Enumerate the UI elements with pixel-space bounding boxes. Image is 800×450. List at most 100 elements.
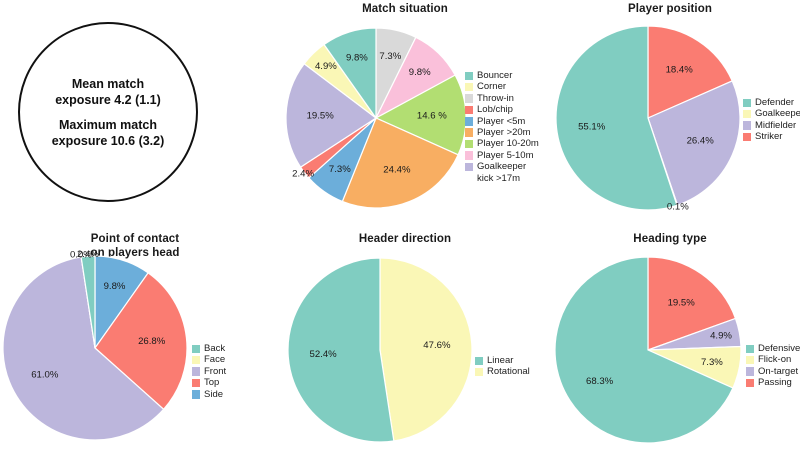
legend-item[interactable]: Rotational xyxy=(475,366,530,377)
legend-item[interactable]: Flick-on xyxy=(746,354,800,365)
slice-percent-label: 61.0% xyxy=(31,370,59,381)
legend-item[interactable]: Front xyxy=(192,366,226,377)
pie-svg-heading-type: 19.5% 4.9% 7.3% 68.3% xyxy=(554,256,742,444)
slice-percent-label: 0.0% xyxy=(70,250,92,261)
slice-percent-label: 68.3% xyxy=(586,376,614,387)
chart-title-point-of-contact: Point of contact on players head xyxy=(0,232,270,260)
legend-item[interactable]: Player 10-20m xyxy=(465,138,539,149)
slice-percent-label: 2.4% xyxy=(77,249,99,260)
legend-item-label: Player <5m xyxy=(477,115,526,127)
legend-item[interactable]: Defender xyxy=(743,97,800,108)
slice-percent-label: 19.5% xyxy=(307,111,335,122)
legend-color-swatch xyxy=(192,367,200,376)
legend-item[interactable]: Throw-in xyxy=(465,93,539,104)
legend-item[interactable]: Midfielder xyxy=(743,120,800,131)
legend-item[interactable]: Player 5-10m xyxy=(465,150,539,161)
legend-item-label: Player >20m xyxy=(477,126,531,138)
legend-item-label: Lob/chip xyxy=(477,104,513,116)
legend-item[interactable]: Striker xyxy=(743,131,800,142)
legend-heading-type: Defensive Flick-on On-target Passing xyxy=(746,343,800,389)
legend-item-label: Bouncer xyxy=(477,70,513,81)
legend-item-label: Front xyxy=(204,365,227,377)
mean-exposure-line2: exposure 4.2 (1.1) xyxy=(55,92,161,107)
legend-color-swatch xyxy=(465,94,473,103)
legend-color-swatch xyxy=(746,378,754,388)
slice-percent-label: 19.5% xyxy=(668,297,696,308)
max-exposure-line1: Maximum match xyxy=(59,117,157,132)
slice-percent-label: 4.9% xyxy=(710,330,732,341)
pie-slice[interactable] xyxy=(94,272,188,411)
legend-item[interactable]: Defensive xyxy=(746,343,800,354)
legend-item[interactable]: Linear xyxy=(475,355,530,366)
legend-item-label: Flick-on xyxy=(758,354,792,366)
legend-item-label: Player 5-10m xyxy=(477,149,534,161)
pie-slice[interactable] xyxy=(80,255,96,349)
legend-item-label: Midfielder xyxy=(755,119,797,131)
legend-item[interactable]: Corner xyxy=(465,81,539,92)
slice-percent-label: 26.4% xyxy=(687,136,715,147)
pie-slice[interactable] xyxy=(341,117,459,209)
legend-item[interactable]: Bouncer xyxy=(465,70,539,81)
legend-item[interactable]: Side xyxy=(192,389,226,400)
chart-title-player-position: Player position xyxy=(628,3,712,15)
pie-svg-point-of-contact: 9.8% 26.8% 61.0% 0.0%2.4% xyxy=(2,249,188,441)
pie-slice[interactable] xyxy=(554,256,734,444)
legend-item[interactable]: Passing xyxy=(746,377,800,388)
legend-item-label: Defender xyxy=(755,97,795,108)
slice-percent-label: 9.8% xyxy=(409,67,431,78)
chart-title-line-1: Point of contact xyxy=(90,233,180,245)
legend-color-swatch xyxy=(465,117,473,126)
slice-percent-label: 0.1% xyxy=(667,202,689,213)
legend-item-label: Linear xyxy=(487,355,514,366)
pie-panel-player-position: Player position 18.4% 26.4% 0.1% 55.1% Defend… xyxy=(540,0,800,222)
legend-item[interactable]: Player >20m xyxy=(465,127,539,138)
legend-color-swatch xyxy=(465,139,473,149)
slice-percent-label: 2.4% xyxy=(292,168,314,179)
pie-slice[interactable] xyxy=(374,74,467,156)
legend-color-swatch xyxy=(465,105,473,115)
pie-slice[interactable] xyxy=(285,62,378,169)
legend-color-swatch xyxy=(743,121,751,130)
legend-item[interactable]: On-target xyxy=(746,366,800,377)
pie-svg-match-situation: 7.3% 9.8% 14.6 % 24.4% 7.3% 2.4% 19.5% 4.9% 9.8% xyxy=(285,27,467,209)
legend-color-swatch xyxy=(192,378,200,388)
slice-percent-label: 9.8% xyxy=(346,53,368,64)
pie-slice[interactable] xyxy=(647,256,737,351)
pie-slice[interactable] xyxy=(379,257,473,442)
legend-item[interactable]: Face xyxy=(192,354,226,365)
legend-color-swatch xyxy=(743,98,751,107)
legend-point-of-contact: Back Face Front Top Side xyxy=(192,343,226,400)
legend-color-swatch xyxy=(465,82,473,92)
legend-color-swatch xyxy=(746,355,754,365)
chart-title-line-2: on players head xyxy=(90,247,180,259)
legend-item[interactable]: Back xyxy=(192,343,226,354)
pie-slice[interactable] xyxy=(647,25,733,119)
legend-player-position: Defender Goalkeeper Midfielder Striker xyxy=(743,97,800,143)
legend-item[interactable]: Player <5m xyxy=(465,116,539,127)
pie-panel-header-direction: Header direction 47.6% 52.4% Linear Rotation… xyxy=(270,228,540,450)
pie-svg-player-position: 18.4% 26.4% 0.1% 55.1% xyxy=(555,25,741,213)
slice-percent-label: 26.8% xyxy=(138,336,166,347)
pie-slice[interactable] xyxy=(2,256,165,441)
legend-color-swatch xyxy=(465,151,473,160)
legend-item[interactable]: Goalkeeper xyxy=(743,108,800,119)
legend-header-direction: Linear Rotational xyxy=(475,355,530,378)
slice-percent-label: 7.3% xyxy=(329,164,351,175)
slice-percent-label: 47.6% xyxy=(423,340,451,351)
pie-slice[interactable] xyxy=(287,257,395,443)
slice-percent-label: 14.6 % xyxy=(417,110,447,121)
legend-item[interactable]: Top xyxy=(192,377,226,388)
legend-item[interactable]: Lob/chip xyxy=(465,104,539,115)
pie-slice[interactable] xyxy=(323,27,377,120)
pie-slice[interactable] xyxy=(555,25,678,211)
legend-item-label: Top xyxy=(204,377,220,389)
legend-item-label: Rotational xyxy=(487,366,530,378)
pie-slice[interactable] xyxy=(647,80,741,206)
legend-item-label: Throw-in xyxy=(477,92,514,104)
slice-percent-label: 9.8% xyxy=(104,281,126,292)
legend-color-swatch xyxy=(192,355,200,365)
pie-panel-match-situation: Match situation 7.3% 9.8% 14.6 % 24.4% 7.3% 2.… xyxy=(270,0,540,222)
legend-color-swatch xyxy=(192,390,200,399)
legend-item[interactable]: Goalkeeper xyxy=(465,161,539,172)
